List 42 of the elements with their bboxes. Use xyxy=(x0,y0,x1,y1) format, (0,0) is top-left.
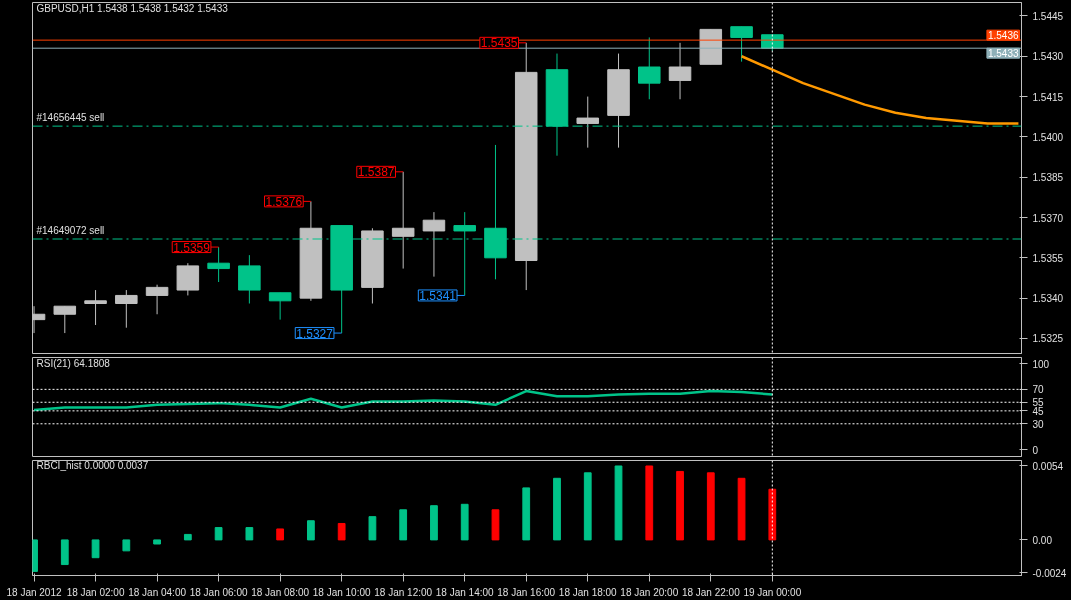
x-tick-label: 18 Jan 22:00 xyxy=(681,586,741,598)
annotation: 1.5341 xyxy=(419,288,457,303)
x-tick-label: 18 Jan 12:00 xyxy=(374,586,433,598)
annotation: 1.5376 xyxy=(265,194,303,209)
y-tick-label: 1.5340 xyxy=(1032,293,1064,305)
x-tick-label: 19 Jan 00:00 xyxy=(743,586,802,598)
annotation: 1.5387 xyxy=(357,165,395,180)
x-tick-label: 18 Jan 02:00 xyxy=(66,586,125,598)
y-tick-label: 1.5385 xyxy=(1032,172,1064,184)
x-tick-label: 18 Jan 16:00 xyxy=(497,586,556,598)
x-tick-label: 18 Jan 2012 xyxy=(6,586,62,598)
chart-title: GBPUSD,H1 1.5438 1.5438 1.5432 1.5433 xyxy=(36,2,229,14)
y-tick-label: 0.0054 xyxy=(1032,460,1064,472)
ref-line-label: 1.5433 xyxy=(987,48,1019,60)
y-tick-label: 1.5325 xyxy=(1032,333,1064,345)
y-tick-label: 1.5430 xyxy=(1032,51,1064,63)
x-tick-label: 18 Jan 20:00 xyxy=(620,586,679,598)
annotation: 1.5327 xyxy=(296,326,334,341)
y-tick-label: -0.0024 xyxy=(1032,567,1067,579)
y-tick-label: 0 xyxy=(1032,444,1039,456)
chart-title: RBCI_hist 0.0000 0.0037 xyxy=(36,459,149,471)
x-tick-label: 18 Jan 18:00 xyxy=(558,586,618,598)
y-tick-label: 1.5370 xyxy=(1032,212,1064,224)
y-tick-label: 1.5400 xyxy=(1032,131,1064,143)
ref-line-label: 1.5436 xyxy=(987,30,1019,42)
x-tick-label: 18 Jan 10:00 xyxy=(312,586,372,598)
x-tick-label: 18 Jan 14:00 xyxy=(435,586,495,598)
y-tick-label: 100 xyxy=(1032,358,1050,370)
y-tick-label: 0.00 xyxy=(1032,534,1053,546)
ref-line-label: #14656445 sell xyxy=(36,112,105,124)
y-tick-label: 1.5445 xyxy=(1032,10,1064,22)
y-tick-label: 30 xyxy=(1032,418,1045,430)
x-tick-label: 18 Jan 04:00 xyxy=(128,586,187,598)
x-tick-label: 18 Jan 06:00 xyxy=(189,586,248,598)
annotation: 1.5359 xyxy=(173,240,211,255)
y-tick-label: 1.5355 xyxy=(1032,252,1064,264)
y-tick-label: 1.5415 xyxy=(1032,91,1064,103)
y-tick-label: 70 xyxy=(1032,384,1045,396)
x-tick-label: 18 Jan 08:00 xyxy=(251,586,310,598)
chart-title: RSI(21) 64.1808 xyxy=(36,357,111,369)
ref-line-label: #14649072 sell xyxy=(36,225,105,237)
annotation: 1.5435 xyxy=(480,36,518,51)
